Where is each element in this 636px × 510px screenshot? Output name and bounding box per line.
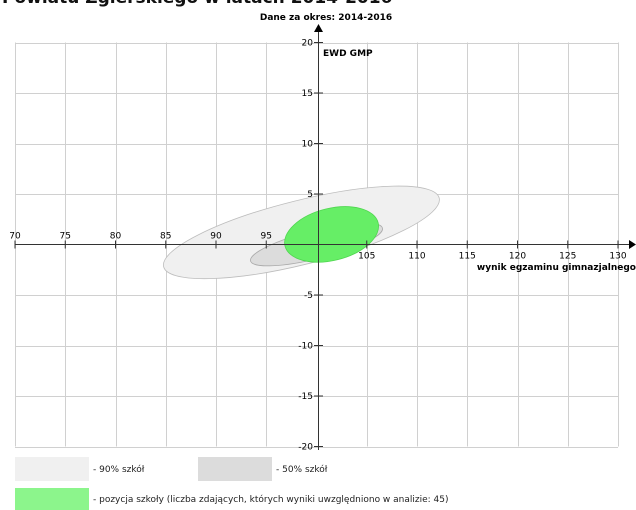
y-tick-label: -15 xyxy=(298,392,313,402)
x-tick-label: 110 xyxy=(408,252,425,262)
x-tick-label: 130 xyxy=(609,252,626,262)
ellipses xyxy=(163,185,440,280)
y-axis-label: EWD GMP xyxy=(323,49,373,59)
x-tick-label: 85 xyxy=(160,232,171,242)
x-axis-arrow xyxy=(629,240,636,249)
x-tick-label: 95 xyxy=(261,232,272,242)
x-tick-label: 90 xyxy=(210,232,222,242)
legend-label-90: - 90% szkół xyxy=(93,465,145,475)
x-tick-label: 75 xyxy=(60,232,71,242)
y-tick-label: 15 xyxy=(302,89,313,99)
axes xyxy=(15,24,636,450)
y-tick-label: -5 xyxy=(304,291,313,301)
legend-label-school: - pozycja szkoły (liczba zdających, któr… xyxy=(93,495,449,505)
y-tick-label: 10 xyxy=(302,140,314,150)
x-axis-label: wynik egzaminu gimnazjalnego xyxy=(477,263,636,273)
legend-label-50: - 50% szkół xyxy=(276,465,328,475)
x-tick-label: 120 xyxy=(509,252,526,262)
legend-swatch-school xyxy=(15,488,89,510)
x-tick-label: 115 xyxy=(459,252,476,262)
legend-swatch-90 xyxy=(15,457,89,481)
x-tick-label: 80 xyxy=(110,232,122,242)
chart-title: Dane za okres: 2014-2016 xyxy=(260,13,392,23)
y-tick-label: 20 xyxy=(302,39,314,49)
page-header-title: Powiatu Zgierskiego w latach 2014-2016 xyxy=(0,0,636,8)
y-axis-arrow xyxy=(314,24,323,32)
y-tick-label: 5 xyxy=(307,190,313,200)
x-tick-label: 105 xyxy=(358,252,375,262)
y-tick-label: -10 xyxy=(298,342,313,352)
ellipse-2 xyxy=(284,206,379,263)
x-tick-label: 70 xyxy=(9,232,21,242)
legend-swatch-50 xyxy=(198,457,272,481)
y-tick-label: -20 xyxy=(298,443,313,453)
x-tick-label: 125 xyxy=(559,252,576,262)
